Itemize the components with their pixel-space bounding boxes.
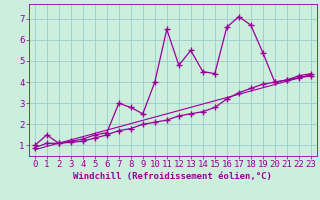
X-axis label: Windchill (Refroidissement éolien,°C): Windchill (Refroidissement éolien,°C) xyxy=(73,172,272,181)
